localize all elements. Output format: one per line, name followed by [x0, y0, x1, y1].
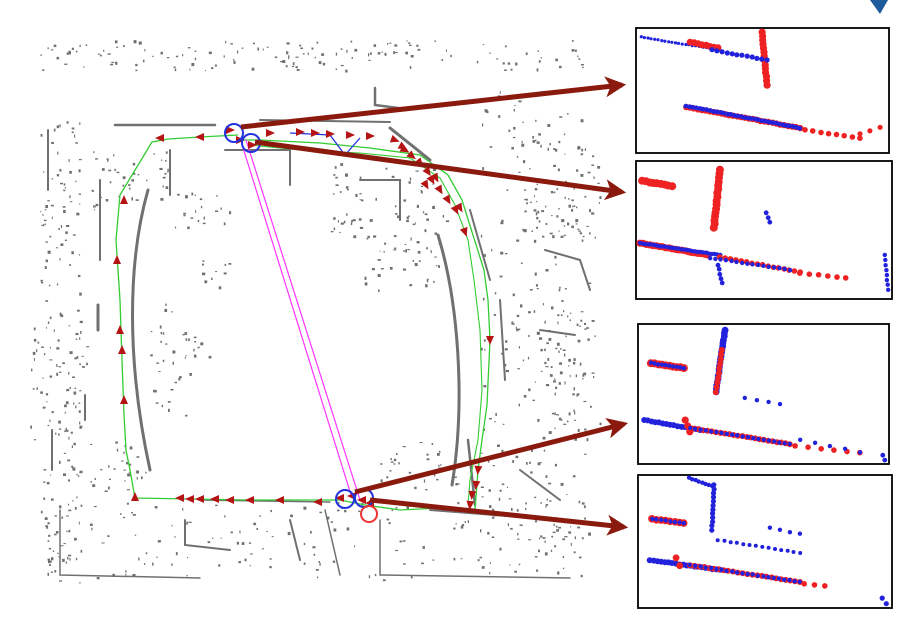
triangle-arrow-icon	[313, 498, 322, 506]
panel-points	[636, 165, 891, 292]
zoom-panel-1	[635, 27, 890, 154]
trajectory-overlap	[289, 132, 361, 157]
triangle-arrow-icon	[225, 496, 234, 504]
triangle-arrow-icon	[335, 494, 344, 502]
trajectory-path-inner	[249, 144, 483, 506]
triangle-arrow-icon	[468, 490, 477, 500]
loop-closure-edges	[239, 137, 361, 501]
panel-points	[646, 475, 889, 607]
triangle-arrow-icon	[120, 395, 128, 404]
circle-marker-icon	[360, 505, 378, 523]
panel-points	[639, 28, 883, 141]
circle-marker-icon	[224, 123, 244, 143]
triangle-arrow-icon	[430, 172, 439, 183]
callout-arrow-icon	[354, 417, 629, 495]
triangle-arrow-icon	[113, 255, 121, 264]
corner-mark	[870, 0, 888, 14]
trajectory	[115, 132, 491, 511]
triangle-arrow-icon	[195, 133, 204, 141]
loop-markers	[224, 123, 378, 523]
triangle-arrow-icon	[116, 325, 124, 334]
triangle-arrow-icon	[472, 480, 481, 490]
triangle-arrow-icon	[474, 465, 483, 475]
triangle-arrow-icon	[296, 128, 305, 136]
triangle-arrow-icon	[155, 134, 164, 142]
triangle-arrow-icon	[185, 495, 194, 503]
triangle-arrow-icon	[248, 141, 257, 149]
zoom-panel-3	[637, 323, 890, 465]
zoom-panel-2	[635, 160, 893, 300]
triangle-arrow-icon	[346, 131, 355, 139]
callout-arrow-icon	[369, 497, 629, 536]
triangle-arrow-icon	[422, 166, 431, 177]
triangle-arrow-icon	[175, 494, 184, 502]
triangle-arrow-icon	[275, 496, 284, 504]
triangle-arrow-icon	[131, 492, 139, 501]
callout-arrows	[240, 76, 629, 536]
triangle-arrow-icon	[357, 496, 366, 504]
triangle-arrow-icon	[226, 126, 235, 134]
panel-points	[641, 326, 888, 463]
triangle-arrow-icon	[420, 179, 429, 190]
triangle-arrow-icon	[266, 129, 275, 137]
triangle-arrow-icon	[466, 500, 475, 510]
callout-arrow-icon	[240, 76, 627, 130]
triangle-arrow-icon	[366, 132, 375, 140]
pose-arrows	[113, 126, 494, 510]
triangle-arrow-icon	[195, 495, 204, 503]
triangle-arrow-icon	[406, 150, 416, 160]
zoom-panel-4	[637, 474, 893, 609]
triangle-arrow-icon	[120, 195, 128, 204]
triangle-arrow-icon	[454, 202, 463, 213]
triangle-arrow-icon	[245, 496, 254, 504]
callout-arrow-icon	[254, 139, 627, 201]
triangle-arrow-icon	[210, 495, 219, 503]
triangle-arrow-icon	[434, 184, 443, 195]
triangle-arrow-icon	[118, 345, 126, 354]
triangle-arrow-icon	[459, 226, 468, 237]
triangle-arrow-icon	[486, 336, 494, 345]
triangle-arrow-icon	[311, 129, 320, 137]
triangle-arrow-icon	[442, 194, 451, 205]
triangle-arrow-icon	[397, 141, 408, 150]
triangle-arrow-icon	[326, 130, 335, 138]
trajectory-path	[115, 134, 491, 511]
circle-marker-icon	[335, 489, 355, 509]
triangle-arrow-icon	[389, 134, 400, 143]
